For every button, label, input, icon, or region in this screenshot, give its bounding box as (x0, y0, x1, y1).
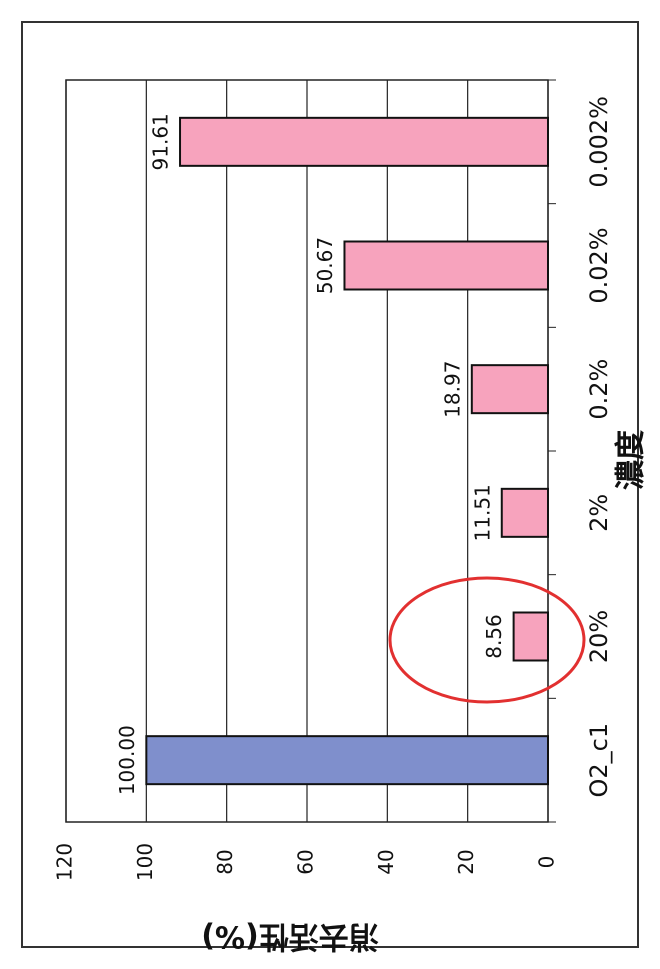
x-tick-label: O2_c1 (585, 723, 613, 798)
bar (145, 735, 549, 786)
y-tick-label: 60 (294, 849, 318, 874)
bar (500, 487, 549, 538)
x-tick-label: 0.002% (585, 96, 613, 188)
highlight-ellipse (388, 576, 586, 704)
bar (512, 611, 549, 662)
bar (343, 240, 549, 291)
x-axis-title: 濃度 (614, 430, 649, 490)
y-tick-label: 20 (454, 849, 478, 874)
value-label: 91.61 (149, 113, 173, 170)
x-tick-label: 20% (585, 610, 613, 663)
value-label: 100.00 (115, 725, 139, 795)
value-label: 8.56 (482, 614, 506, 659)
value-label: 11.51 (470, 484, 494, 541)
x-tick-label: 0.2% (585, 359, 613, 420)
y-tick-label: 80 (213, 849, 237, 874)
x-tick-label: 0.02% (585, 227, 613, 303)
bar (470, 364, 549, 415)
value-label: 50.67 (313, 237, 337, 294)
y-tick-label: 0 (535, 856, 559, 869)
y-tick-label: 40 (374, 849, 398, 874)
y-tick-label: 100 (133, 843, 157, 881)
y-tick-label: 120 (53, 843, 77, 881)
y-axis-title: 消去活性(%) (201, 919, 378, 954)
bar (179, 116, 549, 167)
value-label: 18.97 (440, 361, 464, 418)
x-tick-label: 2% (585, 494, 613, 532)
